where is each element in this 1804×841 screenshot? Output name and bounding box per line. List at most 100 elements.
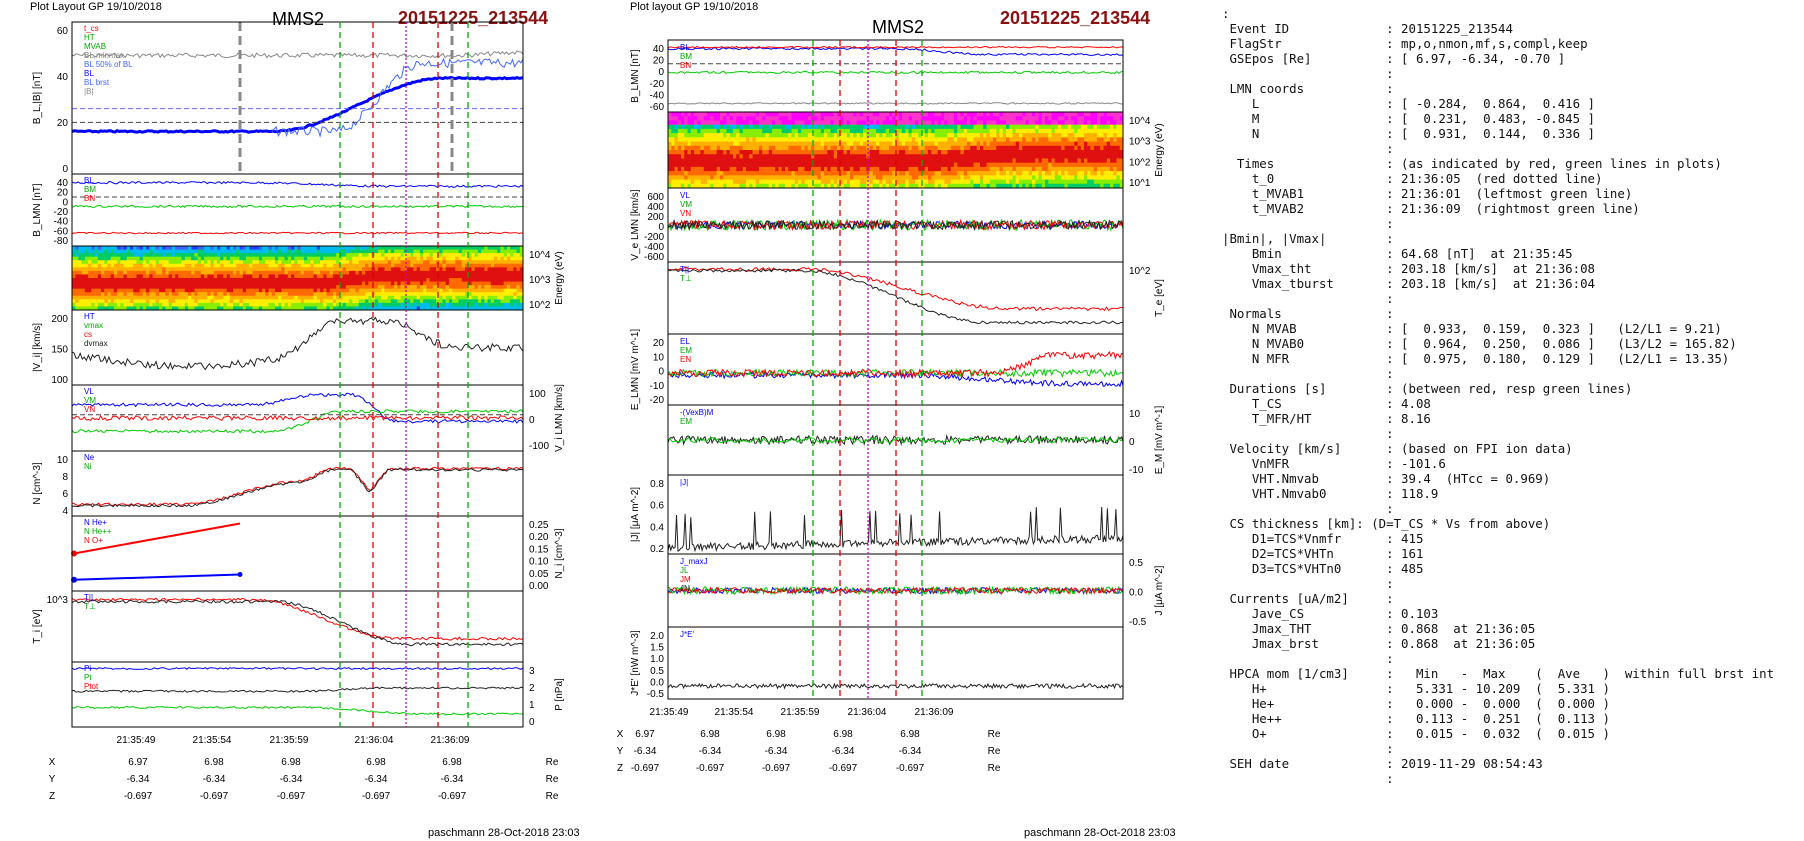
left-panel-frame xyxy=(71,515,524,592)
left-time-tick: 21:36:09 xyxy=(431,735,470,746)
right-legend: EL xyxy=(680,337,690,346)
right-ytick: -10 xyxy=(1129,465,1144,476)
vl-comp xyxy=(71,392,524,424)
left-pos-unit: Re xyxy=(546,757,559,768)
right-legend: VM xyxy=(680,200,692,209)
right-ytick: 10^4 xyxy=(1129,116,1151,127)
left-ytick: 100 xyxy=(529,389,546,400)
right-ylabel: Energy (eV) xyxy=(1154,123,1165,176)
p-i xyxy=(71,666,524,671)
right-time-tick: 21:35:59 xyxy=(781,707,820,718)
left-legend: vmax xyxy=(84,321,103,330)
info-line: Vmax_tburst : 203.18 [km/s] at 21:36:04 xyxy=(1222,276,1595,291)
info-line: : xyxy=(1222,141,1394,156)
left-ylabel: |V_i| [km/s] xyxy=(32,323,43,372)
right-ytick: 40 xyxy=(653,44,665,55)
right-ytick: -40 xyxy=(650,90,665,101)
left-legend: BN xyxy=(84,194,95,203)
left-time-tick: 21:35:59 xyxy=(270,735,309,746)
left-ytick: 10^3 xyxy=(47,595,69,606)
left-ytick: 40 xyxy=(57,72,69,83)
right-ytick: 0.0 xyxy=(650,677,664,688)
left-event-title: 20151225_213544 xyxy=(398,8,549,28)
right-pos-value: -6.34 xyxy=(765,746,788,757)
info-line: SEH date : 2019-11-29 08:54:43 xyxy=(1222,756,1543,771)
left-legend: Ni xyxy=(84,462,92,471)
left-ytick: 10 xyxy=(57,455,69,466)
left-legend: MVAB xyxy=(84,42,106,51)
info-line: |Bmin|, |Vmax| : xyxy=(1222,231,1394,246)
right-legend: EN xyxy=(680,355,691,364)
right-ytick: 400 xyxy=(647,202,664,213)
right-legend: J*E' xyxy=(680,630,694,639)
left-ytick: 150 xyxy=(51,345,68,356)
right-time-tick: 21:36:04 xyxy=(848,707,887,718)
left-panel-7: 10^3 T_i [eV] T||T⊥ xyxy=(32,590,524,663)
right-pos-value: -0.697 xyxy=(696,763,725,774)
left-pos-value: -0.697 xyxy=(277,791,306,800)
right-pos-label: Z xyxy=(617,763,623,774)
info-line: FlagStr : mp,o,nmon,mf,s,compl,keep xyxy=(1222,36,1588,51)
right-ytick: -0.5 xyxy=(647,689,665,700)
info-line: : xyxy=(1222,66,1394,81)
left-pos-label: Z xyxy=(49,791,55,800)
right-ytick: 0 xyxy=(658,67,664,78)
right-pos-value: 6.98 xyxy=(766,729,786,740)
left-ytick: 0 xyxy=(62,197,68,208)
left-legend: HT xyxy=(84,33,95,42)
right-legend: JL xyxy=(680,566,689,575)
right-ytick: 0 xyxy=(658,222,664,233)
info-line: N MVAB0 : [ 0.964, 0.250, 0.086 ] (L3/L2… xyxy=(1222,336,1737,351)
right-pos-value: -0.697 xyxy=(762,763,791,774)
ne-trace xyxy=(71,466,524,507)
right-ytick: -20 xyxy=(650,395,665,406)
left-ytick: 10^3 xyxy=(529,275,551,286)
t-perp xyxy=(71,599,524,647)
info-line: HPCA mom [1/cm3] : Min - Max ( Ave ) wit… xyxy=(1222,666,1775,681)
right-ytick: 20 xyxy=(653,56,665,67)
right-pos-label: X xyxy=(617,729,624,740)
left-pos-value: -0.697 xyxy=(124,791,153,800)
right-ylabel: J [μA m^-2] xyxy=(1154,565,1165,615)
t-par xyxy=(71,597,524,641)
left-pos-value: -6.34 xyxy=(203,774,226,785)
he2-line xyxy=(73,522,241,555)
right-legend: |J| xyxy=(680,478,688,487)
right-ytick: 0.5 xyxy=(1129,558,1143,569)
right-ytick: -10 xyxy=(650,381,665,392)
right-ytick: 0.2 xyxy=(650,544,664,555)
info-line: : xyxy=(1222,366,1394,381)
right-ytick: 0 xyxy=(1129,437,1135,448)
right-ytick: 2.0 xyxy=(650,631,664,642)
info-line: t_MVAB2 : 21:36:09 (rightmost green line… xyxy=(1222,201,1640,216)
right-panel-8: 2.01.51.00.50.0-0.5 J*E' [nW m^-3] J*E' xyxy=(630,626,1124,700)
right-panel-5: 10 0 -10 E_M [mV m^-1] -(VexB)MEM xyxy=(667,404,1165,476)
right-pos-unit: Re xyxy=(988,763,1001,774)
left-ytick: 8 xyxy=(62,472,68,483)
left-ytick: -40 xyxy=(54,217,69,228)
right-footer: paschmann 28-Oct-2018 23:03 xyxy=(1024,827,1176,839)
left-ytick: 0.00 xyxy=(529,581,549,592)
left-ylabel: B_L,|B| [nT] xyxy=(32,72,43,125)
left-pos-value: 6.98 xyxy=(281,757,301,768)
right-ytick: 600 xyxy=(647,192,664,203)
em-trace xyxy=(667,433,1124,446)
left-ytick: 2 xyxy=(529,683,535,694)
right-legend: EM xyxy=(680,346,692,355)
info-line: : xyxy=(1222,576,1394,591)
info-line: t_MVAB1 : 21:36:01 (leftmost green line) xyxy=(1222,186,1633,201)
info-line: : xyxy=(1222,426,1394,441)
right-pos-value: -6.34 xyxy=(832,746,855,757)
right-legend: J_maxJ xyxy=(680,557,708,566)
right-legend: JN xyxy=(680,584,690,593)
bl-brst-trace xyxy=(271,57,524,138)
left-panel-frame xyxy=(71,661,524,728)
left-ytick: 10^2 xyxy=(529,300,551,311)
